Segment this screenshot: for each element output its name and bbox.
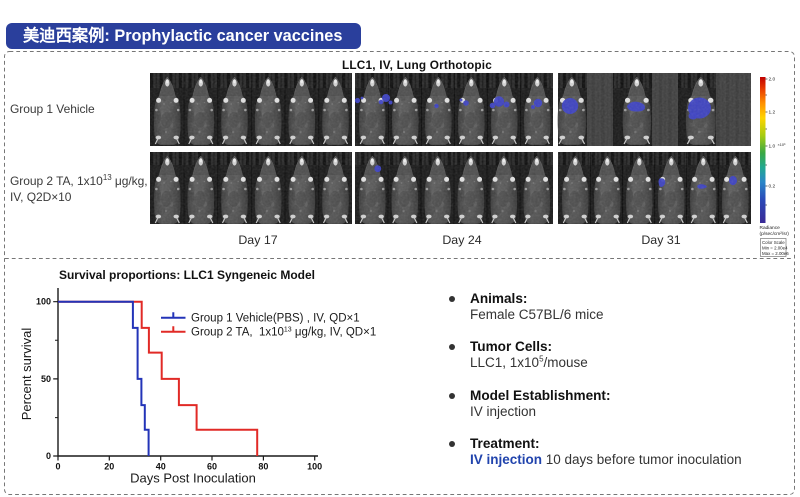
svg-text:60: 60 xyxy=(207,462,217,472)
svg-text:80: 80 xyxy=(258,462,268,472)
svg-text:0.2: 0.2 xyxy=(769,184,776,190)
svg-text:0: 0 xyxy=(55,462,60,472)
svg-text:100: 100 xyxy=(307,462,322,472)
svg-text:Min = 2.00e4: Min = 2.00e4 xyxy=(762,246,788,251)
svg-text:Color Scale: Color Scale xyxy=(762,240,785,245)
svg-text:Group 1 Vehicle(PBS) , IV, QD×: Group 1 Vehicle(PBS) , IV, QD×1 xyxy=(191,313,360,325)
svg-text:0: 0 xyxy=(46,451,51,461)
svg-text:Percent survival: Percent survival xyxy=(20,328,34,421)
svg-text:Group 2 TA, 1x1013 μg/kg, IV,: Group 2 TA, 1x1013 μg/kg, IV, QD×1 xyxy=(191,327,376,339)
svg-text:×10⁶: ×10⁶ xyxy=(778,143,786,147)
svg-text:50: 50 xyxy=(41,374,51,384)
svg-text:1.0: 1.0 xyxy=(769,144,776,150)
svg-text:Survival proportions: LLC1 Syn: Survival proportions: LLC1 Syngeneic Mod… xyxy=(59,268,315,282)
svg-text:100: 100 xyxy=(36,297,51,307)
svg-text:2.0: 2.0 xyxy=(769,77,776,83)
svg-text:Days Post Inoculation: Days Post Inoculation xyxy=(130,471,256,486)
svg-text:1.2: 1.2 xyxy=(769,110,776,116)
svg-text:40: 40 xyxy=(156,462,166,472)
svg-text:Max = 2.00e6: Max = 2.00e6 xyxy=(762,251,789,256)
svg-text:20: 20 xyxy=(104,462,114,472)
svg-text:Radiance: Radiance xyxy=(760,225,781,231)
svg-text:(p/sec/cm²/sr): (p/sec/cm²/sr) xyxy=(760,231,790,237)
